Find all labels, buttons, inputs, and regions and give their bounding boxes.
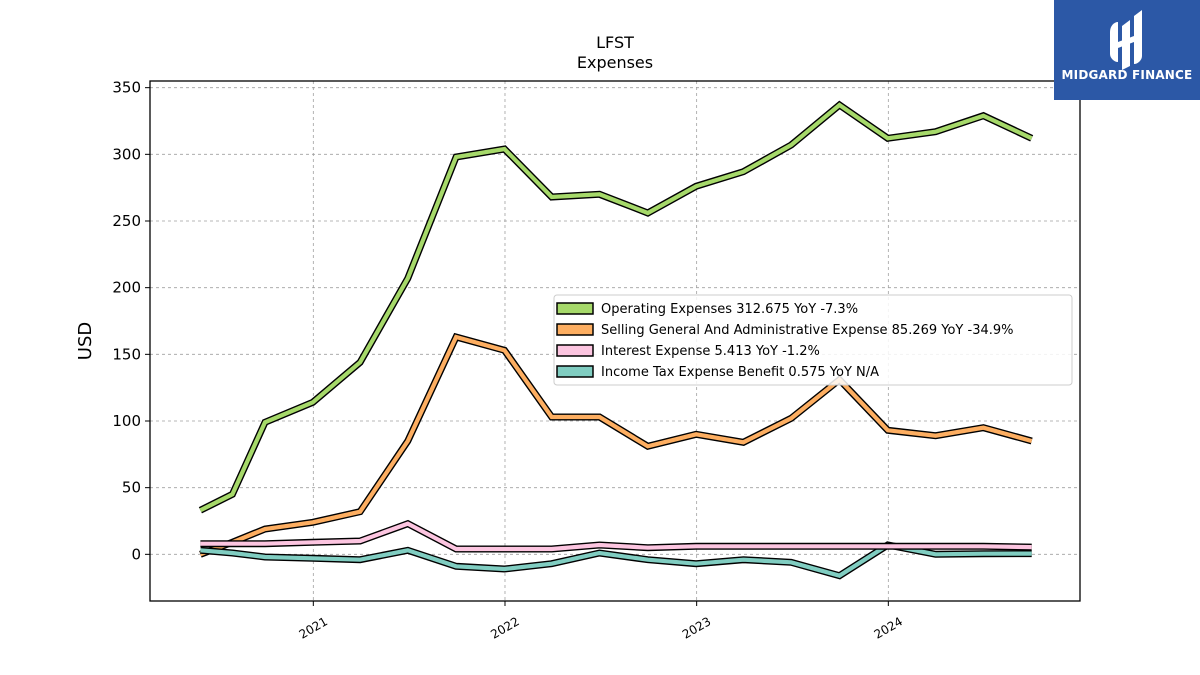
y-tick-label: 250: [112, 212, 141, 230]
y-tick-label: 0: [131, 545, 141, 563]
legend-swatch: [556, 302, 594, 315]
y-tick-label: 350: [112, 79, 141, 97]
y-axis-label: USD: [75, 322, 96, 360]
legend-entry: Income Tax Expense Benefit 0.575 YoY N/A: [601, 365, 879, 380]
series-line-1: [199, 102, 1033, 513]
legend-entry: Operating Expenses 312.675 YoY -7.3%: [601, 302, 858, 317]
legend-swatch: [556, 344, 594, 357]
logo-text: MIDGARD FINANCE: [1061, 68, 1193, 82]
x-tick-label: 2024: [872, 614, 905, 641]
x-axis: 2021 2022 2023 2024: [297, 601, 905, 642]
y-tick-label: 50: [122, 479, 141, 497]
x-tick-label: 2021: [297, 614, 330, 641]
x-tick-label: 2022: [488, 614, 521, 641]
chart-subtitle: Expenses: [577, 53, 653, 72]
y-tick-label: 100: [112, 412, 141, 430]
legend-swatch: [556, 323, 594, 336]
y-tick-label: 300: [112, 145, 141, 163]
legend-swatch: [556, 365, 594, 378]
chart-title: LFST: [596, 33, 634, 52]
legend-frame: [553, 294, 1073, 386]
plot-frame: [149, 80, 1081, 602]
series-line-3: [200, 521, 1032, 552]
y-tick-label: 150: [112, 345, 141, 363]
series-line-2: [199, 334, 1033, 557]
legend-entry: Selling General And Administrative Expen…: [601, 323, 1014, 338]
series-lines: [198, 100, 1034, 580]
legend: Operating Expenses 312.675 YoY -7.3% Sell…: [553, 294, 1073, 386]
midgard-finance-logo: MIDGARD FINANCE: [1054, 0, 1200, 100]
midgard-logo-icon: [1110, 10, 1142, 70]
y-axis: 0 50 100 150 200 250 300 350: [112, 79, 150, 563]
y-tick-label: 200: [112, 279, 141, 297]
legend-entry: Interest Expense 5.413 YoY -1.2%: [601, 344, 820, 359]
x-tick-label: 2023: [680, 614, 713, 641]
